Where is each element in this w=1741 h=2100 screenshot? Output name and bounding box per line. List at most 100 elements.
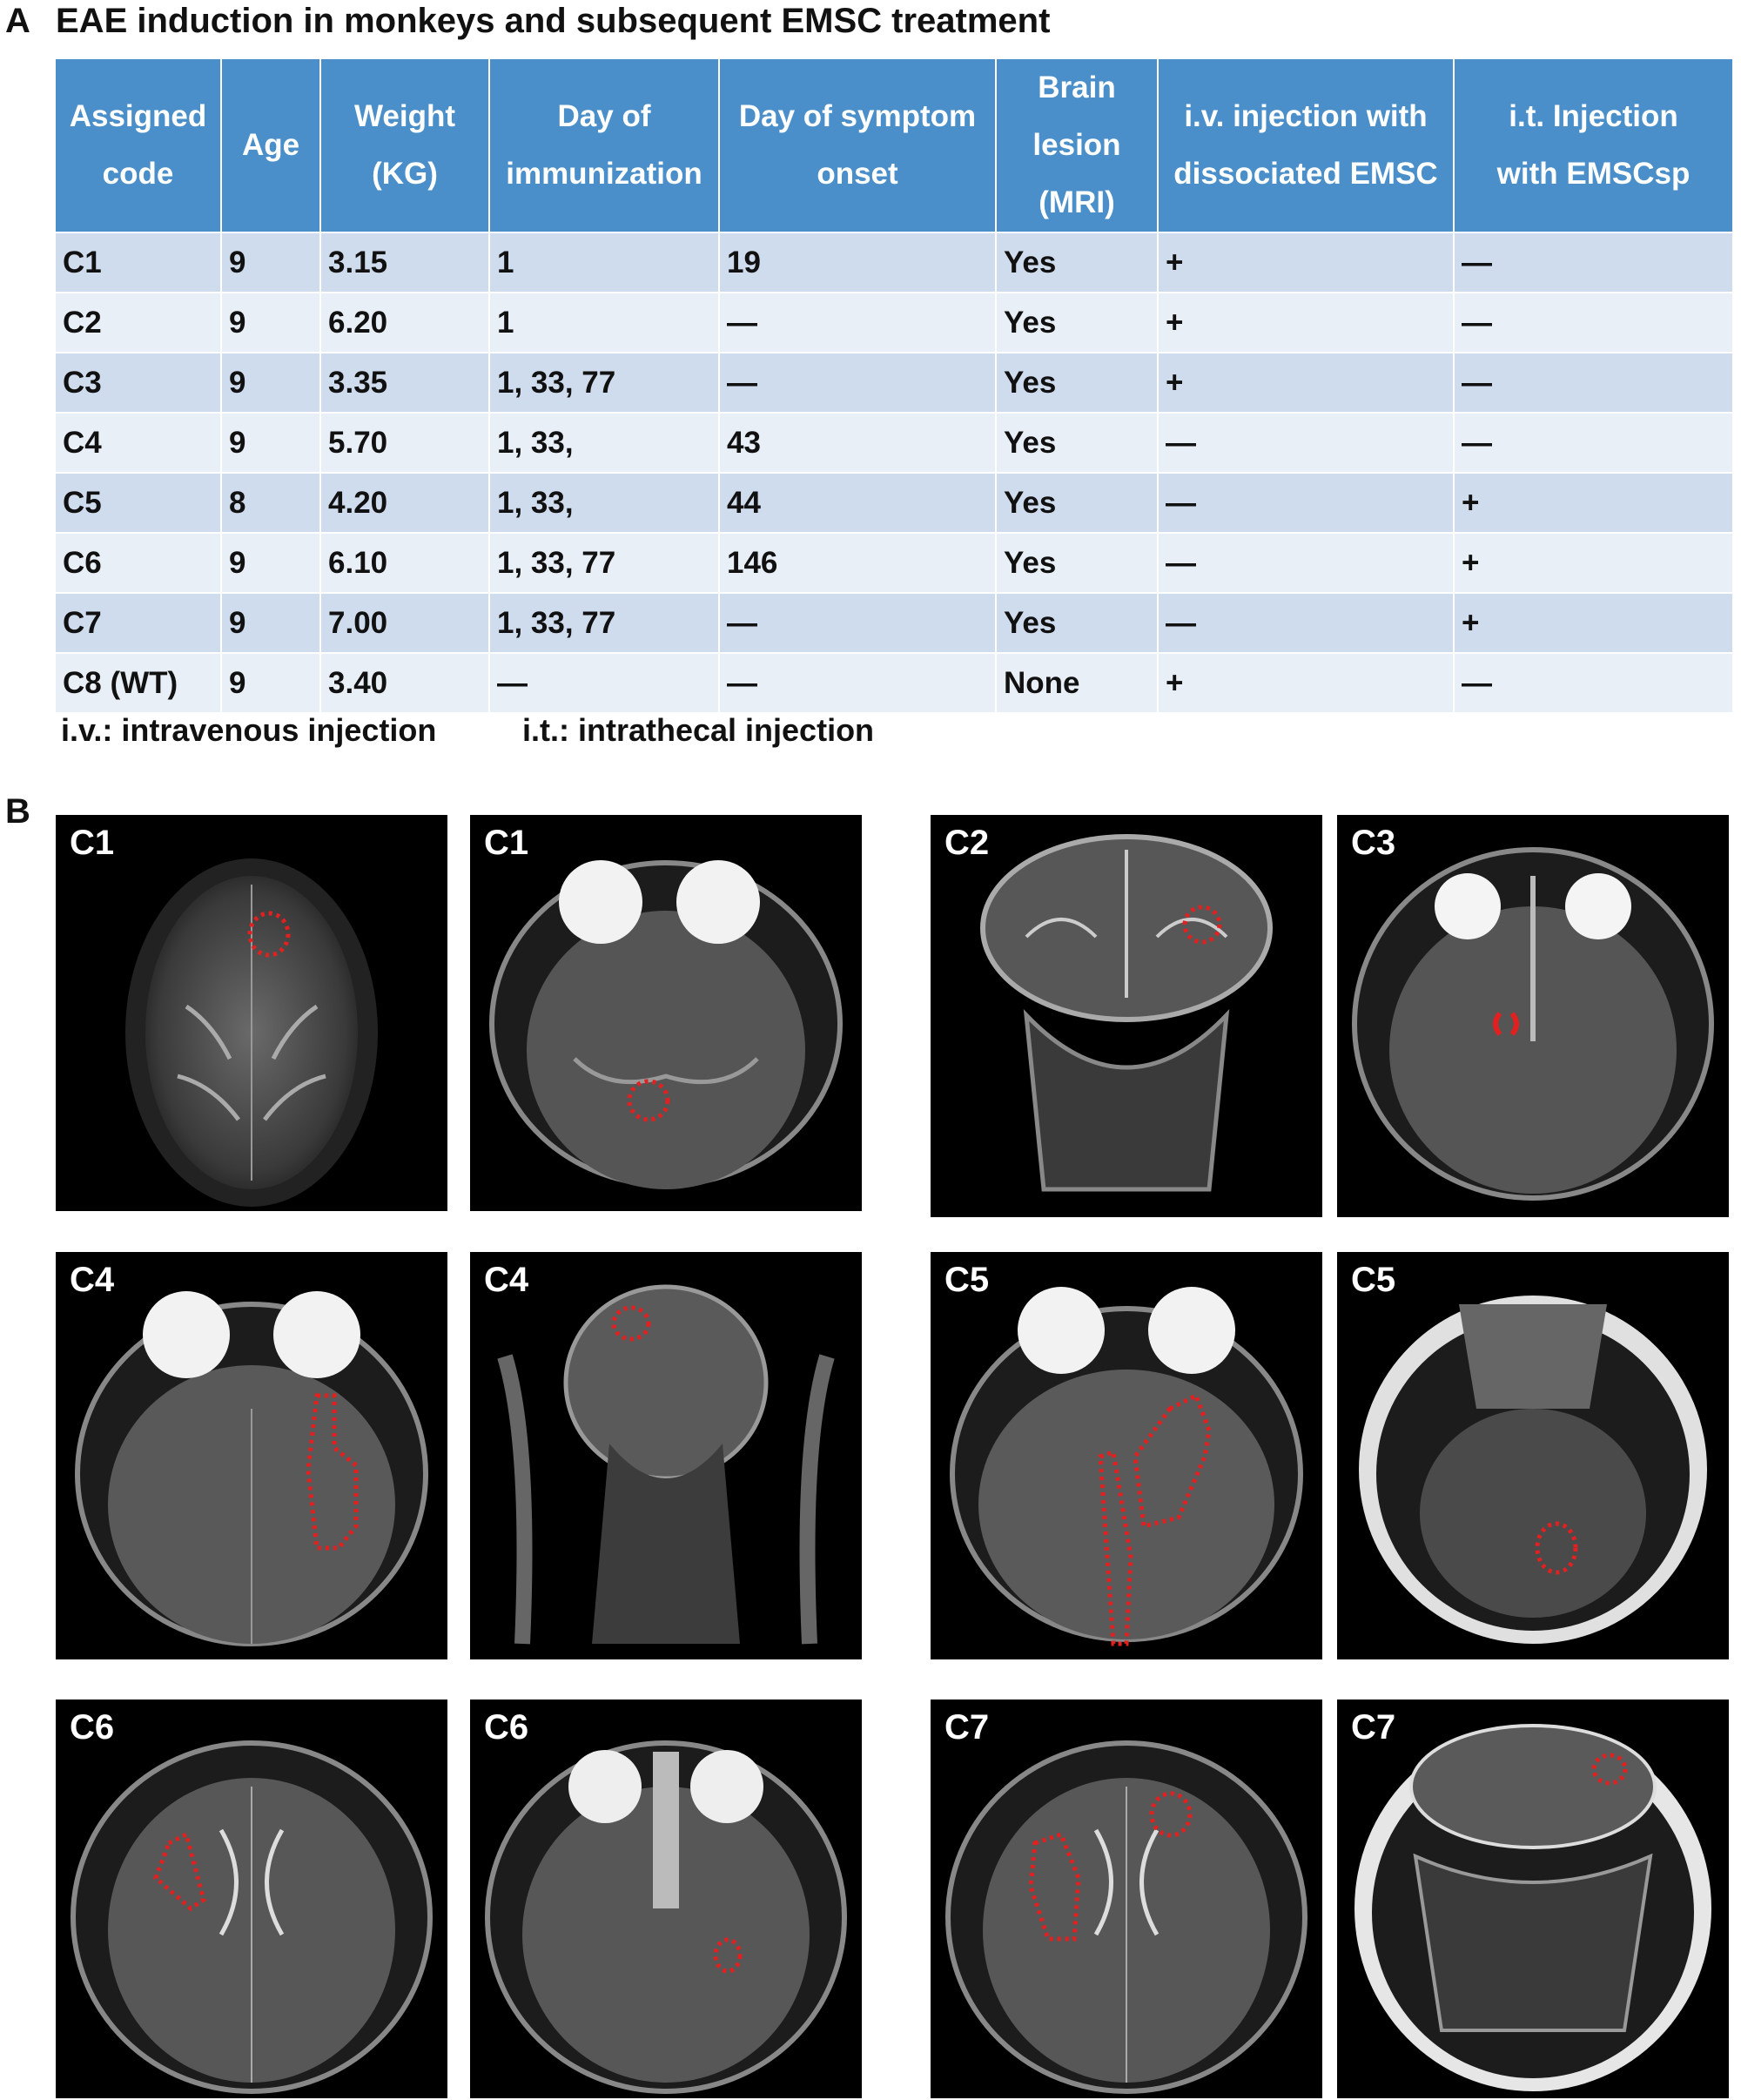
column-header-line: i.t. Injection: [1509, 99, 1678, 133]
table-cell: 6.10: [320, 532, 490, 593]
table-body: C1 9 3.15 1 19 Yes + — C2 9 6.20 1— Yes + — C3 9 3.35 1, 3…: [56, 232, 1732, 712]
table-cell: 1, 33,: [489, 472, 720, 533]
mri-image: C6: [56, 1700, 447, 2098]
table-cell: —: [1454, 292, 1732, 353]
table-cell: —: [1158, 592, 1455, 653]
mri-label: C2: [944, 824, 990, 862]
table-cell: +: [1158, 652, 1455, 712]
table-cell: 1, 33, 77: [489, 532, 720, 593]
table-cell: C2: [56, 292, 222, 353]
mri-label: C5: [1351, 1261, 1396, 1299]
table-cell: 8: [221, 472, 321, 533]
lesion-marker: [1133, 1392, 1212, 1530]
lesion-marker: [247, 911, 291, 958]
table-cell: C4: [56, 412, 222, 473]
column-header-line: (KG): [372, 157, 438, 191]
mri-label: C4: [484, 1261, 529, 1299]
mri-image: C5: [931, 1252, 1322, 1659]
table-cell: Yes: [996, 592, 1159, 653]
table-cell: Yes: [996, 352, 1159, 413]
table-cell: Yes: [996, 472, 1159, 533]
table-cell: —: [719, 352, 997, 413]
column-header-line: onset: [817, 157, 898, 191]
table-cell: 5.70: [320, 412, 490, 473]
table-cell: —: [1454, 412, 1732, 473]
mri-label: C1: [484, 824, 529, 862]
table-cell: —: [1158, 532, 1455, 593]
column-header: i.v. injection with dissociated EMSC: [1158, 59, 1455, 232]
column-header-line: code: [102, 157, 174, 191]
mri-image: C1: [470, 815, 862, 1211]
mri-label: C5: [944, 1261, 990, 1299]
table-header-row: Assigned code Age Weight (KG) Day of immunizat…: [56, 59, 1732, 232]
mri-image: C7: [1337, 1700, 1729, 2098]
table-cell: None: [996, 652, 1159, 712]
table-cell: Yes: [996, 532, 1159, 593]
table-cell: 19: [719, 232, 997, 293]
mri-image: C6: [470, 1700, 862, 2098]
table-cell: Yes: [996, 232, 1159, 293]
table-cell: 1, 33,: [489, 412, 720, 473]
table-cell: +: [1158, 352, 1455, 413]
table-cell: 1: [489, 292, 720, 353]
table-cell: 146: [719, 532, 997, 593]
panel-b-letter: B: [5, 792, 30, 831]
mri-image: C1: [56, 815, 447, 1211]
lesion-marker: [1493, 1012, 1519, 1036]
mri-image: C4: [470, 1252, 862, 1659]
table-row: C3 9 3.35 1, 33, 77— Yes + —: [56, 352, 1732, 413]
mri-label: C6: [70, 1708, 115, 1747]
table-row: C1 9 3.15 1 19 Yes + —: [56, 232, 1732, 293]
column-header-line: Age: [241, 128, 300, 162]
table-cell: C5: [56, 472, 222, 533]
column-header: Day of symptom onset: [719, 59, 997, 232]
mri-scan: [125, 858, 378, 1207]
mri-image: C4: [56, 1252, 447, 1659]
table-cell: —: [1454, 232, 1732, 293]
table-cell: C1: [56, 232, 222, 293]
column-header-line: lesion: [1032, 128, 1121, 162]
mri-label: C7: [1351, 1708, 1396, 1747]
table-cell: +: [1454, 592, 1732, 653]
panel-a-letter: A: [5, 2, 30, 40]
table-row: C5 8 4.20 1, 33, 44 Yes — +: [56, 472, 1732, 533]
lesion-marker: [1535, 1521, 1578, 1575]
column-header-line: Assigned: [69, 99, 207, 133]
table-cell: 1: [489, 232, 720, 293]
table-cell: 3.40: [320, 652, 490, 712]
column-header-line: (MRI): [1039, 185, 1115, 219]
table-cell: 9: [221, 232, 321, 293]
column-header: Age: [221, 59, 321, 232]
lesion-marker: [153, 1831, 206, 1912]
column-header: i.t. Injection with EMSCsp: [1454, 59, 1732, 232]
mri-image: C7: [931, 1700, 1322, 2098]
column-header: Brain lesion (MRI): [996, 59, 1159, 232]
table-cell: 43: [719, 412, 997, 473]
table-cell: —: [489, 652, 720, 712]
table-cell: 9: [221, 652, 321, 712]
table-cell: 9: [221, 532, 321, 593]
panel-a-title: EAE induction in monkeys and subsequent …: [56, 2, 1051, 40]
column-header-line: Day of symptom: [738, 99, 977, 133]
table-cell: 4.20: [320, 472, 490, 533]
table-cell: 1, 33, 77: [489, 592, 720, 653]
table-cell: +: [1158, 292, 1455, 353]
table-row: C2 9 6.20 1— Yes + —: [56, 292, 1732, 353]
table-cell: —: [1454, 652, 1732, 712]
table-row: C4 9 5.70 1, 33, 43 Yes — —: [56, 412, 1732, 473]
column-header-line: with EMSCsp: [1496, 157, 1691, 191]
table-row: C7 9 7.00 1, 33, 77— Yes — +: [56, 592, 1732, 653]
mri-label: C1: [70, 824, 115, 862]
table-cell: 7.00: [320, 592, 490, 653]
table-cell: +: [1454, 532, 1732, 593]
mri-label: C4: [70, 1261, 115, 1299]
table-cell: 3.35: [320, 352, 490, 413]
table-cell: 9: [221, 292, 321, 353]
mri-image: C2: [931, 815, 1322, 1217]
table-cell: 3.15: [320, 232, 490, 293]
mri-label: C7: [944, 1708, 990, 1747]
lesion-marker: [627, 1079, 670, 1122]
table-cell: —: [719, 592, 997, 653]
mri-label: C3: [1351, 824, 1396, 862]
column-header-line: immunization: [506, 157, 702, 191]
